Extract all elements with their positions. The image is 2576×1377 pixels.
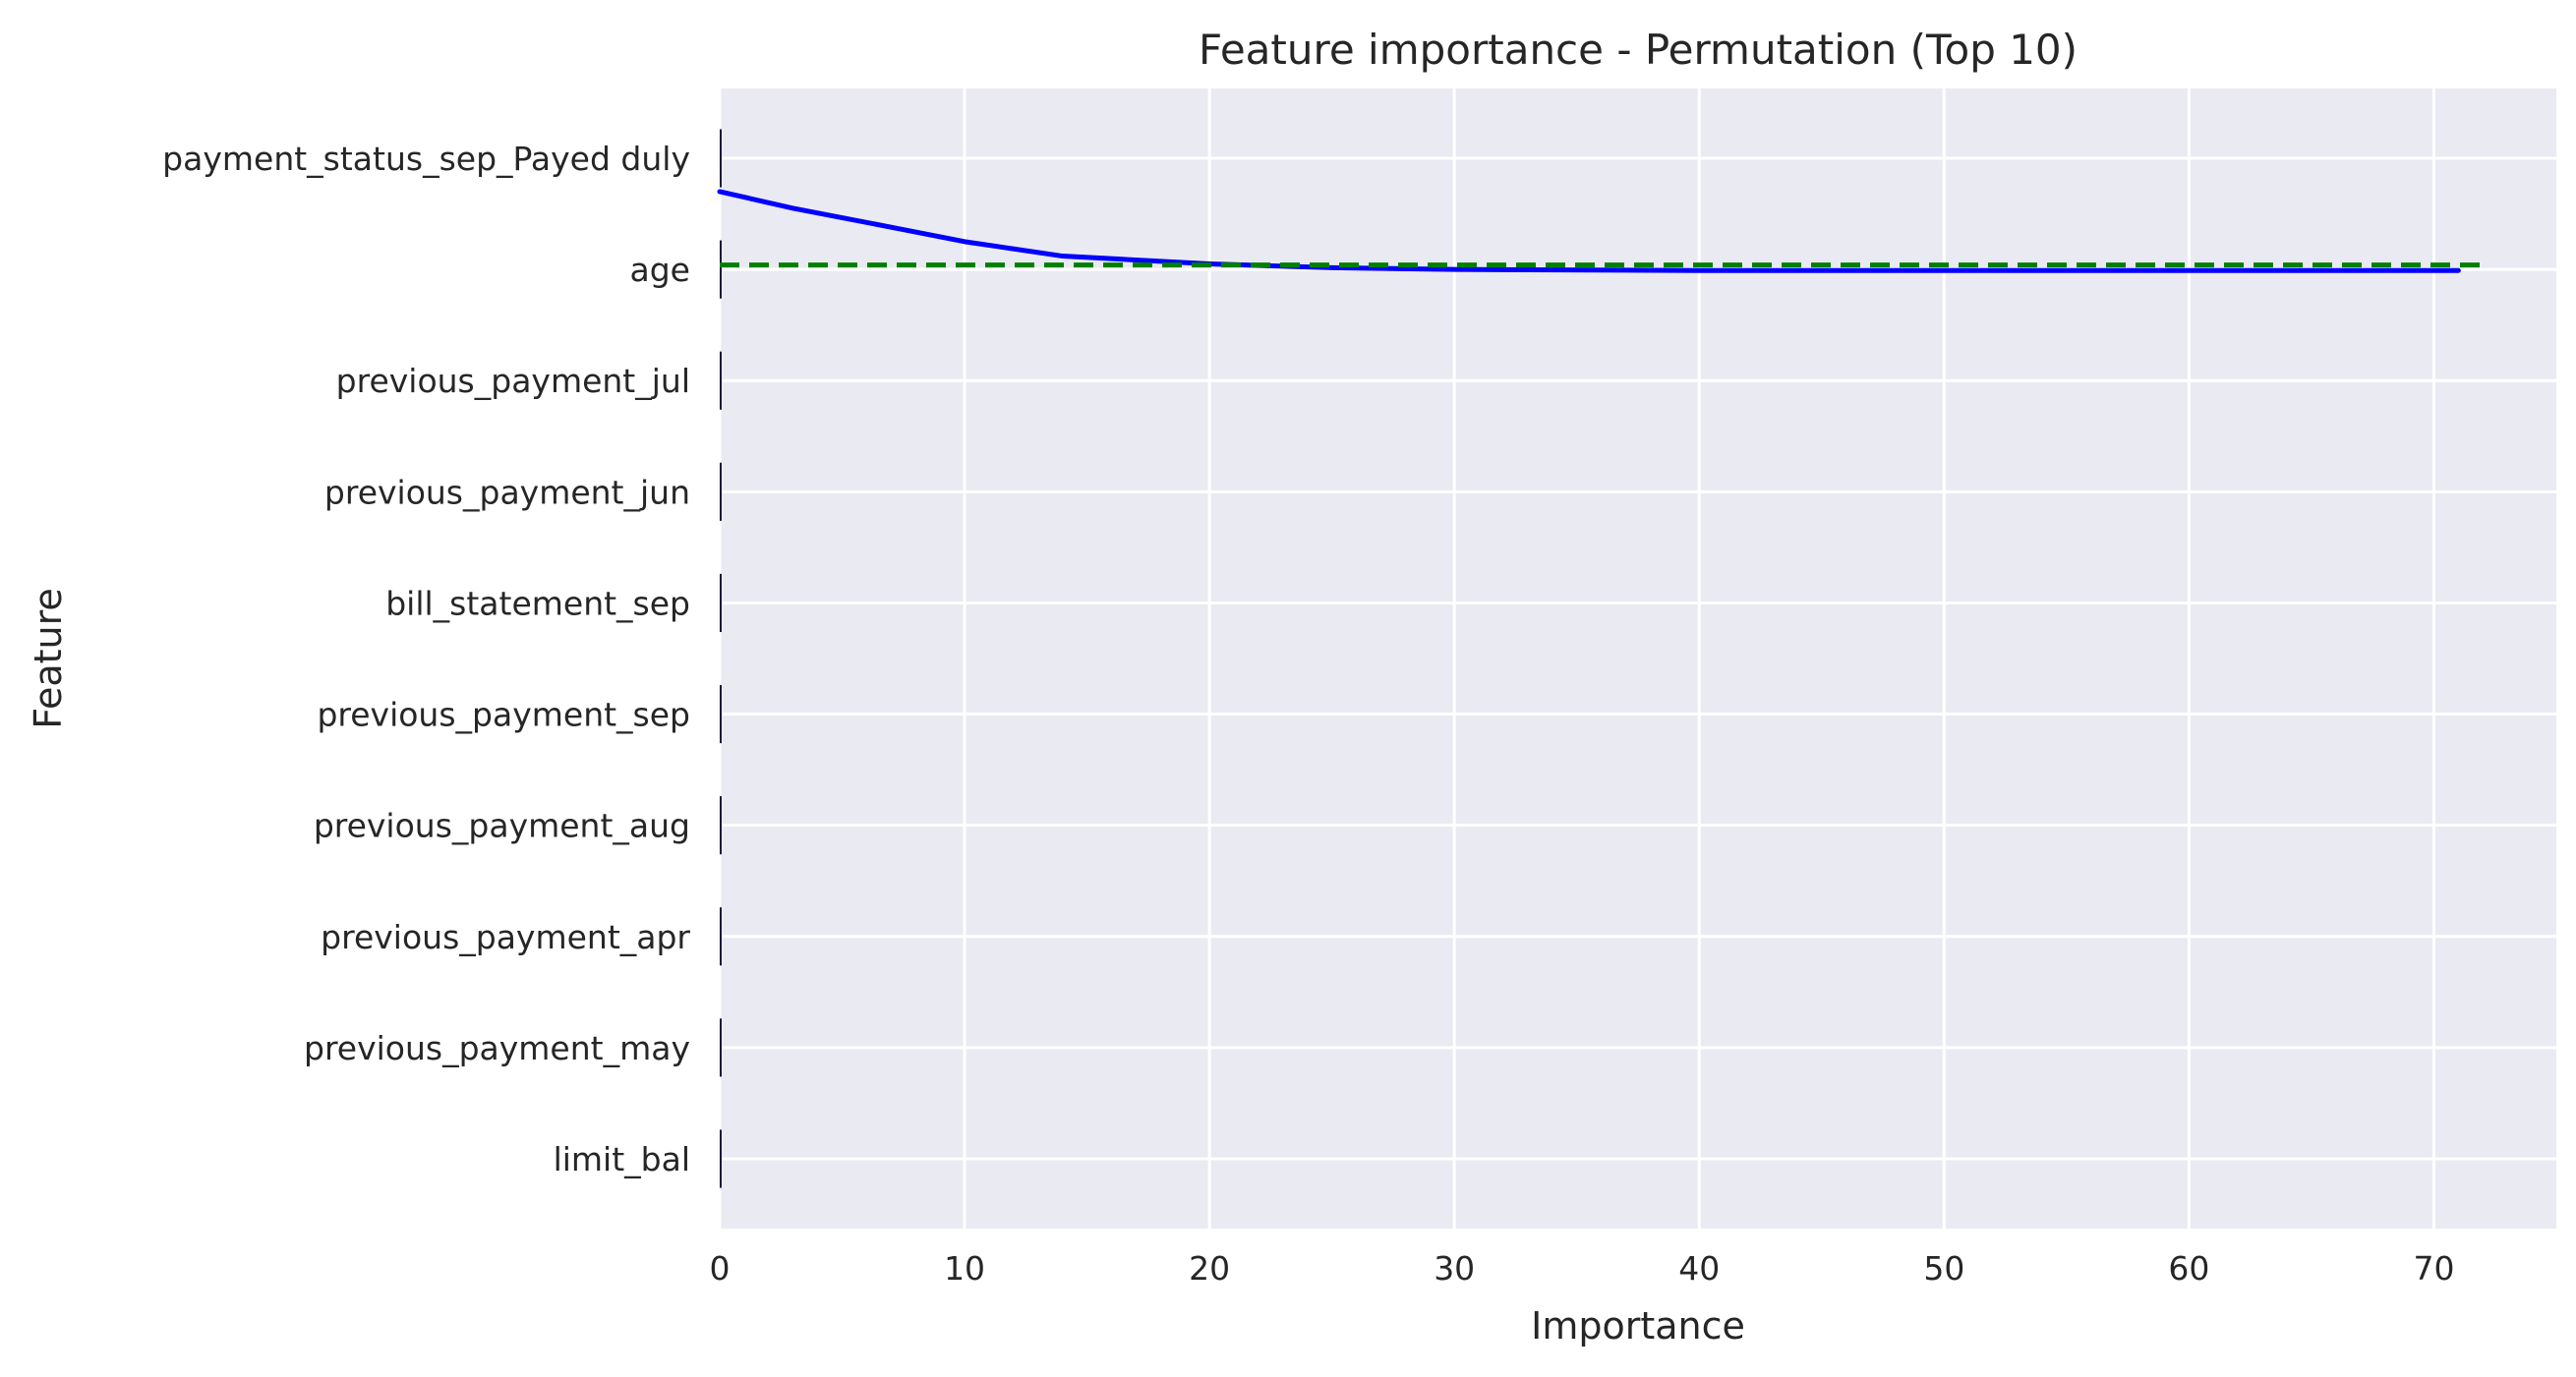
- x-tick-label: 10: [944, 1249, 985, 1288]
- y-tick-label: previous_payment_sep: [317, 696, 690, 734]
- bar: [720, 796, 722, 855]
- x-tick-label: 70: [2413, 1249, 2454, 1288]
- x-tick-label: 60: [2168, 1249, 2209, 1288]
- y-tick-label: bill_statement_sep: [385, 584, 690, 622]
- plot-background: [720, 88, 2556, 1229]
- x-tick-label: 0: [710, 1249, 731, 1288]
- x-tick-label: 30: [1434, 1249, 1475, 1288]
- grid-lines: [718, 88, 2556, 1229]
- bar: [720, 129, 722, 188]
- bar: [720, 1129, 722, 1188]
- y-tick-label: age: [630, 251, 690, 289]
- y-axis-title: Feature: [27, 588, 70, 729]
- bar: [720, 351, 722, 410]
- bar: [720, 573, 722, 633]
- bar: [720, 462, 722, 521]
- overlay-lines: [717, 189, 2484, 273]
- x-axis-title: Importance: [1531, 1304, 1745, 1348]
- x-tick-label: 40: [1678, 1249, 1720, 1288]
- y-tick-label: payment_status_sep_Payed duly: [162, 140, 690, 178]
- y-tick-label: previous_payment_jun: [324, 473, 690, 511]
- bar: [720, 240, 722, 299]
- y-tick-label: previous_payment_aug: [314, 807, 690, 845]
- y-tick-label: previous_payment_jul: [336, 362, 690, 400]
- curve-line: [717, 189, 2461, 273]
- bar: [720, 1018, 722, 1077]
- bar: [720, 684, 722, 744]
- x-tick-labels: 0 10 20 30 40 50 60 70: [710, 1249, 2455, 1288]
- x-tick-label: 20: [1189, 1249, 1230, 1288]
- y-tick-labels: payment_status_sep_Payed duly age previous…: [162, 140, 690, 1178]
- bar: [720, 907, 722, 966]
- x-tick-label: 50: [1923, 1249, 1964, 1288]
- y-tick-label: previous_payment_may: [304, 1029, 690, 1067]
- chart-title: Feature importance - Permutation (Top 10…: [1199, 26, 2078, 74]
- y-tick-label: limit_bal: [554, 1140, 690, 1178]
- bars: [720, 129, 722, 1188]
- y-tick-label: previous_payment_apr: [321, 918, 690, 956]
